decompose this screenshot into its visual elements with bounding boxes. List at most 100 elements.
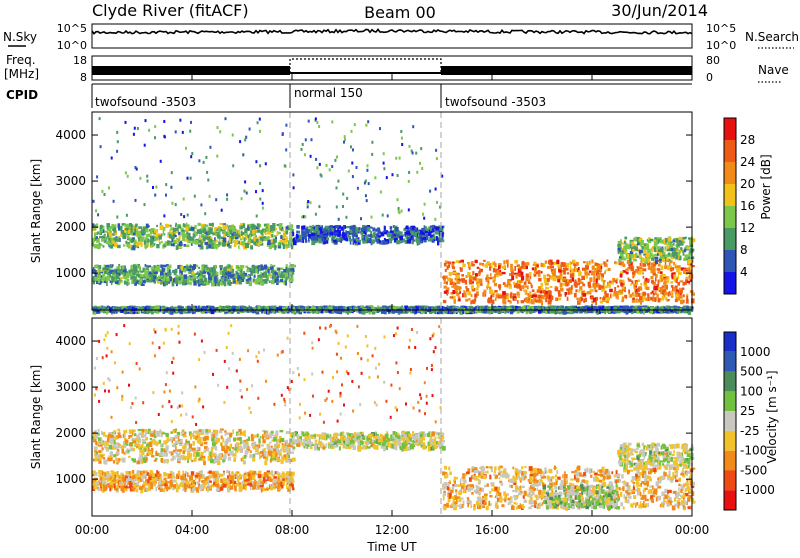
scatter-cell (576, 298, 579, 301)
scatter-cell (671, 290, 673, 295)
scatter-cell (401, 232, 403, 235)
scatter-cell (653, 247, 655, 250)
scatter-cell (648, 259, 650, 263)
scatter-cell (624, 290, 626, 292)
scatter-cell (112, 264, 114, 266)
scatter-cell (117, 239, 120, 242)
scatter-cell (514, 260, 518, 264)
scatter-cell (194, 225, 196, 229)
scatter-cell (397, 232, 400, 234)
scatter-cell (246, 236, 248, 241)
scatter-cell (483, 260, 486, 262)
scatter-cell (396, 240, 400, 244)
scatter-cell (529, 272, 532, 276)
scatter-cell (676, 269, 680, 272)
scatter-cell (252, 230, 255, 234)
scatter-cell (179, 235, 181, 239)
scatter-cell (309, 226, 312, 228)
scatter-cell (513, 282, 516, 285)
scatter-cell (291, 278, 294, 282)
scatter-cell (646, 287, 650, 291)
scatter-cell (506, 260, 509, 264)
nsky-panel: N.Sky 10^5 10^0 10^5 10^0 N.Search (3, 22, 799, 52)
scatter-cell (349, 239, 353, 242)
scatter-cell (308, 238, 310, 241)
scatter-cell (371, 241, 374, 244)
scatter-cell (188, 233, 190, 236)
scatter-cell (594, 286, 597, 290)
scatter-cell (205, 242, 209, 245)
scatter-cell (637, 288, 640, 292)
scatter-cell (488, 261, 490, 264)
scatter-cell (458, 299, 460, 302)
scatter-cell (636, 298, 638, 302)
scatter-cell (173, 278, 175, 282)
scatter-cell (688, 237, 692, 239)
scatter-cell (171, 243, 175, 246)
scatter-cell (651, 248, 653, 251)
scatter-cell (636, 282, 638, 286)
scatter-cell (224, 234, 226, 238)
scatter-cell (441, 240, 445, 243)
scatter-cell (197, 271, 199, 275)
scatter-cell (194, 231, 196, 234)
scatter-cell (286, 226, 288, 229)
scatter-cell (232, 274, 235, 277)
scatter-cell (542, 295, 545, 300)
scatter-cell (671, 285, 674, 288)
scatter-cell (214, 237, 216, 240)
scatter-cell (556, 260, 559, 264)
scatter-cell (639, 238, 642, 240)
scatter-cell (189, 265, 192, 267)
scatter-cell (125, 223, 127, 227)
scatter-cell (358, 227, 360, 230)
scatter-cell (302, 239, 304, 243)
cpid-segment-1: twofsound -3503 (95, 95, 196, 109)
scatter-cell (632, 249, 635, 252)
scatter-cell (101, 278, 105, 281)
scatter-cell (582, 284, 585, 287)
scatter-cell (639, 250, 643, 254)
scatter-cell (502, 272, 506, 274)
scatter-cell (207, 230, 210, 235)
scatter-cell (264, 279, 268, 284)
scatter-cell (285, 281, 287, 286)
scatter-cell (240, 238, 243, 240)
scatter-cell (117, 245, 121, 248)
scatter-cell (668, 299, 670, 301)
scatter-cell (134, 239, 137, 243)
scatter-cell (528, 295, 532, 298)
scatter-cell (390, 231, 394, 233)
scatter-cell (163, 245, 165, 247)
scatter-cell (120, 277, 124, 279)
scatter-cell (138, 226, 142, 229)
scatter-cell (95, 244, 99, 248)
scatter-cell (461, 274, 464, 277)
scatter-cell (677, 282, 680, 286)
scatter-cell (651, 263, 653, 268)
scatter-cell (219, 265, 223, 268)
scatter-cell (583, 298, 585, 303)
scatter-cell (238, 268, 241, 271)
scatter-cell (690, 242, 692, 244)
scatter-cell (625, 243, 627, 247)
scatter-cell (658, 298, 661, 303)
scatter-cell (160, 271, 163, 275)
scatter-cell (287, 245, 289, 248)
scatter-cell (535, 300, 538, 303)
scatter-cell (642, 258, 646, 262)
scatter-cell (139, 266, 141, 270)
scatter-cell (467, 291, 471, 295)
scatter-cell (272, 223, 275, 228)
scatter-cell (109, 243, 112, 246)
scatter-cell (494, 283, 497, 287)
scatter-cell (620, 290, 623, 294)
scatter-cell (647, 293, 649, 296)
scatter-cell (225, 278, 227, 281)
scatter-cell (182, 230, 185, 232)
scatter-cell (280, 279, 283, 282)
scatter-cell (154, 229, 158, 233)
scatter-cell (669, 244, 671, 248)
scatter-cell (242, 236, 244, 239)
scatter-cell (193, 276, 196, 278)
